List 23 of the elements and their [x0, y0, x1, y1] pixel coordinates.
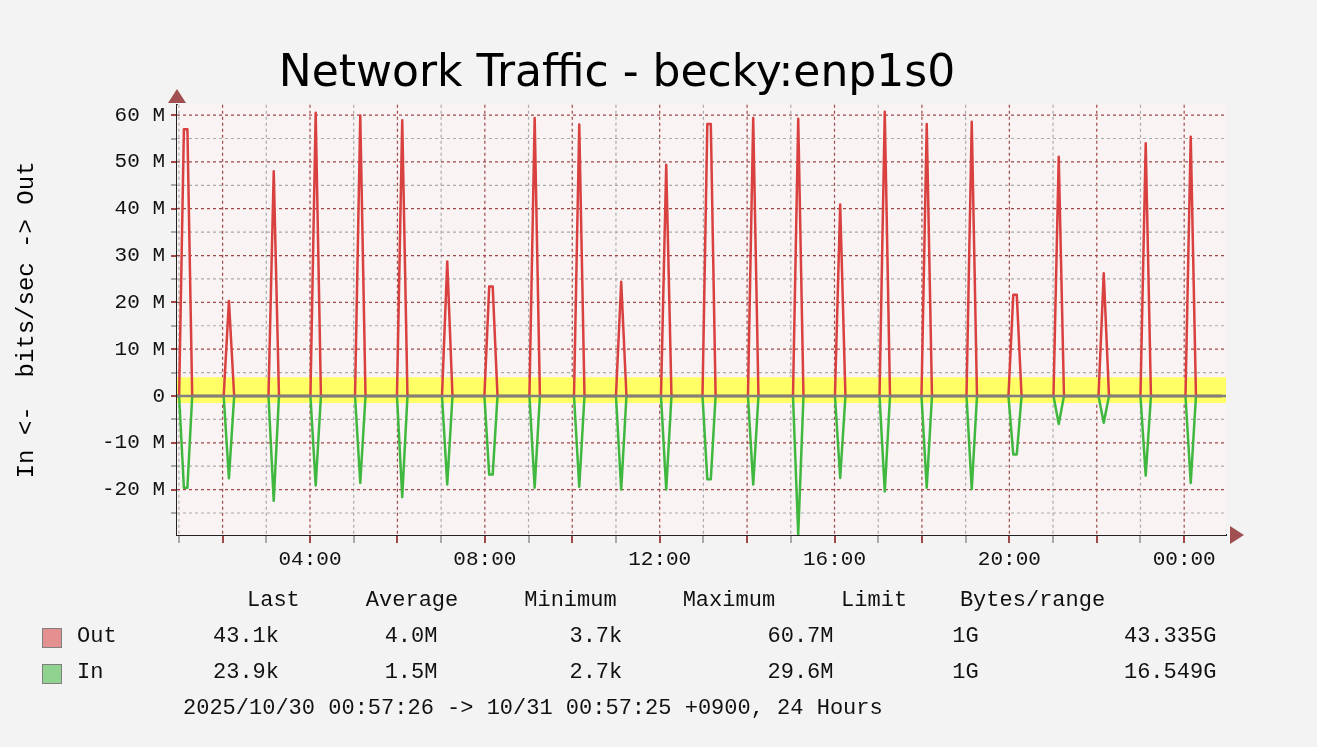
legend-label: In	[77, 660, 104, 686]
y-tick-label: -10 M	[101, 431, 165, 455]
text: 23.9k 1.5M 2.7k 29.6M 1G 16.549G	[213, 660, 1217, 686]
y-tick-label: 10 M	[114, 337, 165, 361]
text: Last Average Minimum Maximum Limit Bytes/range	[247, 588, 1106, 614]
x-tick-label: 16:00	[803, 548, 867, 572]
text: 43.1k 4.0M 3.7k 60.7M 1G 43.335G	[213, 624, 1217, 650]
x-tick-label: 04:00	[278, 548, 342, 572]
x-tick-label: 12:00	[628, 548, 692, 572]
y-tick-label: 0	[152, 384, 165, 408]
y-axis-title: In <- bits/sec -> Out	[12, 161, 40, 479]
y-tick-label: 30 M	[114, 244, 165, 268]
y-tick-label: -20 M	[101, 478, 165, 502]
x-tick-label: 00:00	[1152, 548, 1216, 572]
y-tick-label: 20 M	[114, 290, 165, 314]
text: 2025/10/30 00:57:26 -> 10/31 00:57:25 +0900, 24 Hours	[183, 696, 883, 722]
legend-label: Out	[77, 624, 117, 650]
y-tick-label: 50 M	[114, 150, 165, 174]
chart-title: Network Traffic - becky:enp1s0	[278, 44, 956, 96]
x-tick-label: 20:00	[977, 548, 1041, 572]
y-tick-label: 60 M	[114, 103, 165, 127]
x-tick-label: 08:00	[453, 548, 517, 572]
y-tick-label: 40 M	[114, 197, 165, 221]
